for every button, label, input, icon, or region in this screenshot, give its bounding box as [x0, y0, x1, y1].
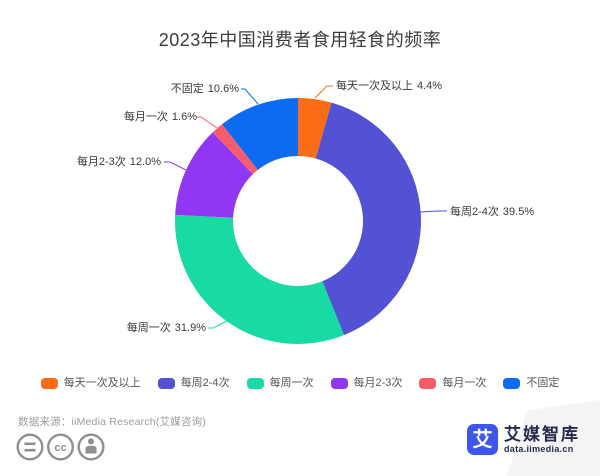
donut-segment-1[interactable] [315, 102, 421, 336]
legend-item-week-2-4[interactable]: 每周2-4次 [157, 377, 230, 389]
legend-label: 每周一次 [269, 377, 314, 389]
legend-label: 每天一次及以上 [63, 377, 141, 389]
segment-name: 每月2-3次 [76, 156, 126, 168]
donut-segment-4[interactable] [212, 124, 258, 175]
legend-swatch [157, 377, 175, 389]
label-line-1 [419, 210, 447, 213]
segment-name: 每天一次及以上 [336, 80, 413, 92]
segment-name: 每月一次 [123, 111, 168, 123]
segment-label-monthly: 每月一次 1.6% [124, 109, 197, 125]
donut-segment-3[interactable] [175, 132, 253, 218]
donut-segment-2[interactable] [175, 214, 344, 344]
data-source-text: 数据来源：iiMedia Research(艾媒咨询) [18, 416, 207, 428]
segment-pct: 12.0% [129, 156, 161, 168]
logo-domain: data.iimedia.cn [504, 443, 574, 454]
legend-swatch [40, 377, 58, 389]
donut-segment-5[interactable] [222, 98, 298, 170]
legend-item-month-2-3[interactable]: 每月2-3次 [330, 377, 403, 389]
label-line-2 [208, 320, 228, 329]
legend-label: 不固定 [526, 377, 560, 389]
legend-label: 每月一次 [442, 377, 487, 389]
legend-label: 每月2-3次 [353, 377, 403, 389]
legend-item-monthly[interactable]: 每月一次 [419, 377, 486, 389]
legend-swatch [503, 377, 521, 389]
donut-segment-0[interactable] [298, 98, 332, 159]
legend-label: 每周2-4次 [180, 377, 230, 389]
svg-text:cc: cc [54, 442, 66, 454]
cc-icon: cc [47, 433, 75, 461]
equals-icon [16, 433, 44, 461]
segment-pct: 1.6% [171, 111, 197, 123]
label-line-4 [196, 116, 218, 129]
label-line-0 [314, 85, 333, 99]
legend-item-irregular[interactable]: 不固定 [503, 377, 559, 389]
person-icon [77, 433, 105, 461]
logo-name: 艾媒智库 [504, 424, 580, 444]
segment-pct: 31.9% [174, 322, 206, 334]
iimedia-logo: 艾 艾媒智库 data.iimedia.cn [467, 424, 580, 455]
legend-swatch [246, 377, 264, 389]
label-line-5 [241, 88, 259, 105]
legend-swatch [330, 377, 348, 389]
segment-name: 不固定 [170, 83, 204, 95]
segment-label-month-2-3: 每月2-3次 12.0% [77, 154, 161, 170]
cc-license-icons: cc [16, 433, 105, 461]
legend-item-weekly[interactable]: 每周一次 [246, 377, 314, 389]
segment-label-daily: 每天一次及以上 4.4% [336, 78, 442, 94]
segment-pct: 10.6% [207, 83, 239, 95]
legend-item-daily[interactable]: 每天一次及以上 [40, 377, 141, 389]
segment-label-irregular: 不固定 10.6% [171, 81, 239, 97]
iimedia-logo-icon: 艾 [467, 424, 498, 455]
segment-pct: 4.4% [417, 80, 443, 92]
segment-name: 每周一次 [126, 322, 171, 334]
segment-name: 每周2-4次 [450, 206, 499, 218]
legend-swatch [419, 377, 437, 389]
chart-title: 2023年中国消费者食用轻食的频率 [158, 30, 442, 50]
chart-legend: 每天一次及以上 每周2-4次 每周一次 每月2-3次 每月一次 不固定 [0, 377, 600, 389]
segment-label-weekly: 每周一次 31.9% [127, 320, 206, 336]
segment-pct: 39.5% [502, 206, 535, 218]
segment-label-week-2-4: 每周2-4次 39.5% [450, 204, 534, 220]
label-line-3 [164, 161, 187, 171]
